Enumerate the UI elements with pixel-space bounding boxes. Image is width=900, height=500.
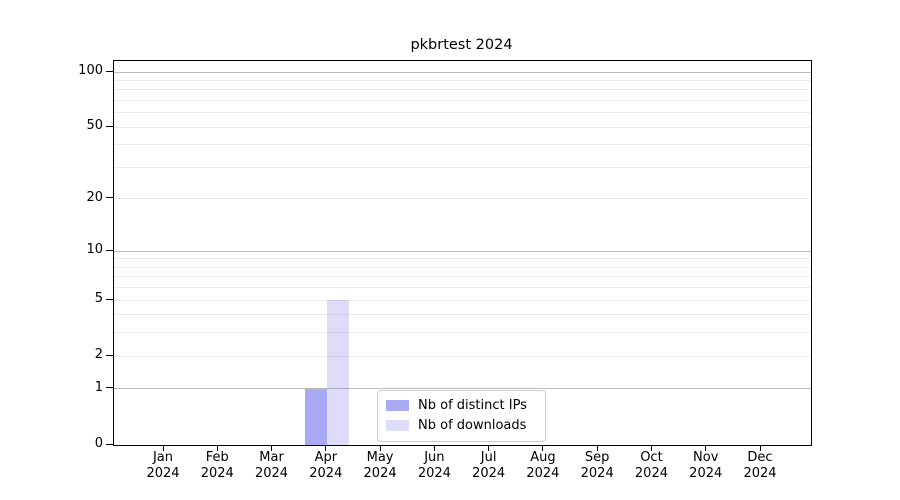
x-tick-label: Feb 2024 — [185, 450, 249, 482]
y-tick-mark — [106, 298, 113, 300]
y-tick-mark — [106, 387, 113, 389]
x-tick-label: Nov 2024 — [674, 450, 738, 482]
x-tick-month: Jul — [480, 450, 497, 465]
y-tick-label: 20 — [86, 189, 103, 205]
y-gridline — [114, 126, 811, 128]
x-tick-year: 2024 — [254, 466, 289, 481]
y-tick-mark — [106, 125, 113, 127]
y-tick-label: 1 — [94, 379, 103, 395]
x-tick-month: Sep — [584, 450, 610, 465]
x-tick-year: 2024 — [363, 466, 397, 481]
x-tick-year: 2024 — [526, 466, 560, 481]
y-tick-label: 5 — [94, 291, 103, 307]
x-tick-label: Mar 2024 — [240, 450, 304, 482]
x-tick-label: Jun 2024 — [402, 450, 466, 482]
legend-item-distinct-ips: Nb of distinct IPs — [386, 397, 536, 414]
x-tick-year: 2024 — [634, 466, 668, 481]
bar-nb-of-distinct-ips-apr — [305, 388, 327, 445]
x-tick-month: Jan — [152, 450, 174, 465]
y-gridline — [114, 166, 811, 168]
legend-swatch-downloads — [386, 420, 409, 431]
legend-label-distinct-ips: Nb of distinct IPs — [418, 398, 527, 413]
legend: Nb of distinct IPs Nb of downloads — [377, 390, 546, 442]
x-tick-month: Apr — [314, 450, 338, 465]
x-tick-month: Mar — [259, 450, 284, 465]
x-tick-label: Jul 2024 — [457, 450, 521, 482]
y-tick-mark — [106, 197, 113, 199]
y-gridline — [114, 388, 811, 390]
y-gridline — [114, 144, 811, 146]
x-tick-year: 2024 — [580, 466, 614, 481]
y-tick-mark — [106, 70, 113, 72]
x-tick-label: Aug 2024 — [511, 450, 575, 482]
x-tick-month: Oct — [640, 450, 663, 465]
y-tick-label: 100 — [78, 63, 103, 78]
x-tick-year: 2024 — [472, 466, 506, 481]
x-tick-month: Aug — [530, 450, 556, 465]
x-tick-year: 2024 — [689, 466, 723, 481]
y-gridline — [114, 112, 811, 114]
y-gridline — [114, 355, 811, 357]
x-tick-year: 2024 — [309, 466, 343, 481]
legend-label-downloads: Nb of downloads — [418, 418, 527, 433]
x-tick-month: Nov — [693, 450, 719, 465]
y-tick-label: 0 — [94, 436, 103, 451]
x-tick-year: 2024 — [417, 466, 451, 481]
y-tick-label: 2 — [94, 347, 103, 363]
y-gridline — [114, 332, 811, 334]
y-gridline — [114, 266, 811, 268]
y-gridline — [114, 276, 811, 278]
x-tick-year: 2024 — [146, 466, 180, 481]
y-gridline — [114, 287, 811, 289]
chart-title: pkbrtest 2024 — [410, 37, 513, 53]
x-tick-label: May 2024 — [348, 450, 412, 482]
y-gridline — [114, 314, 811, 316]
y-tick-label: 50 — [86, 118, 103, 134]
x-tick-month: May — [366, 450, 394, 465]
x-tick-label: Sep 2024 — [565, 450, 629, 482]
y-gridline — [114, 198, 811, 200]
bar-nb-of-downloads-apr — [326, 300, 349, 445]
y-gridline — [114, 258, 811, 260]
y-tick-label: 10 — [86, 242, 103, 258]
y-gridline — [114, 71, 811, 73]
x-tick-label: Jan 2024 — [131, 450, 195, 482]
y-tick-mark — [106, 354, 113, 356]
y-gridline — [114, 79, 811, 81]
x-tick-month: Jun — [424, 450, 445, 465]
x-tick-label: Apr 2024 — [294, 450, 358, 482]
y-gridline — [114, 299, 811, 301]
y-tick-mark — [106, 249, 113, 251]
x-tick-label: Dec 2024 — [728, 450, 792, 482]
plot-area — [113, 60, 812, 446]
legend-item-downloads: Nb of downloads — [386, 417, 536, 434]
x-tick-year: 2024 — [743, 466, 777, 481]
legend-swatch-distinct-ips — [386, 400, 409, 411]
y-gridline — [114, 250, 811, 252]
x-tick-year: 2024 — [200, 466, 234, 481]
x-tick-month: Feb — [205, 450, 229, 465]
x-tick-month: Dec — [747, 450, 773, 465]
y-tick-mark — [106, 443, 113, 445]
y-gridline — [114, 99, 811, 101]
y-gridline — [114, 89, 811, 91]
x-tick-label: Oct 2024 — [619, 450, 683, 482]
